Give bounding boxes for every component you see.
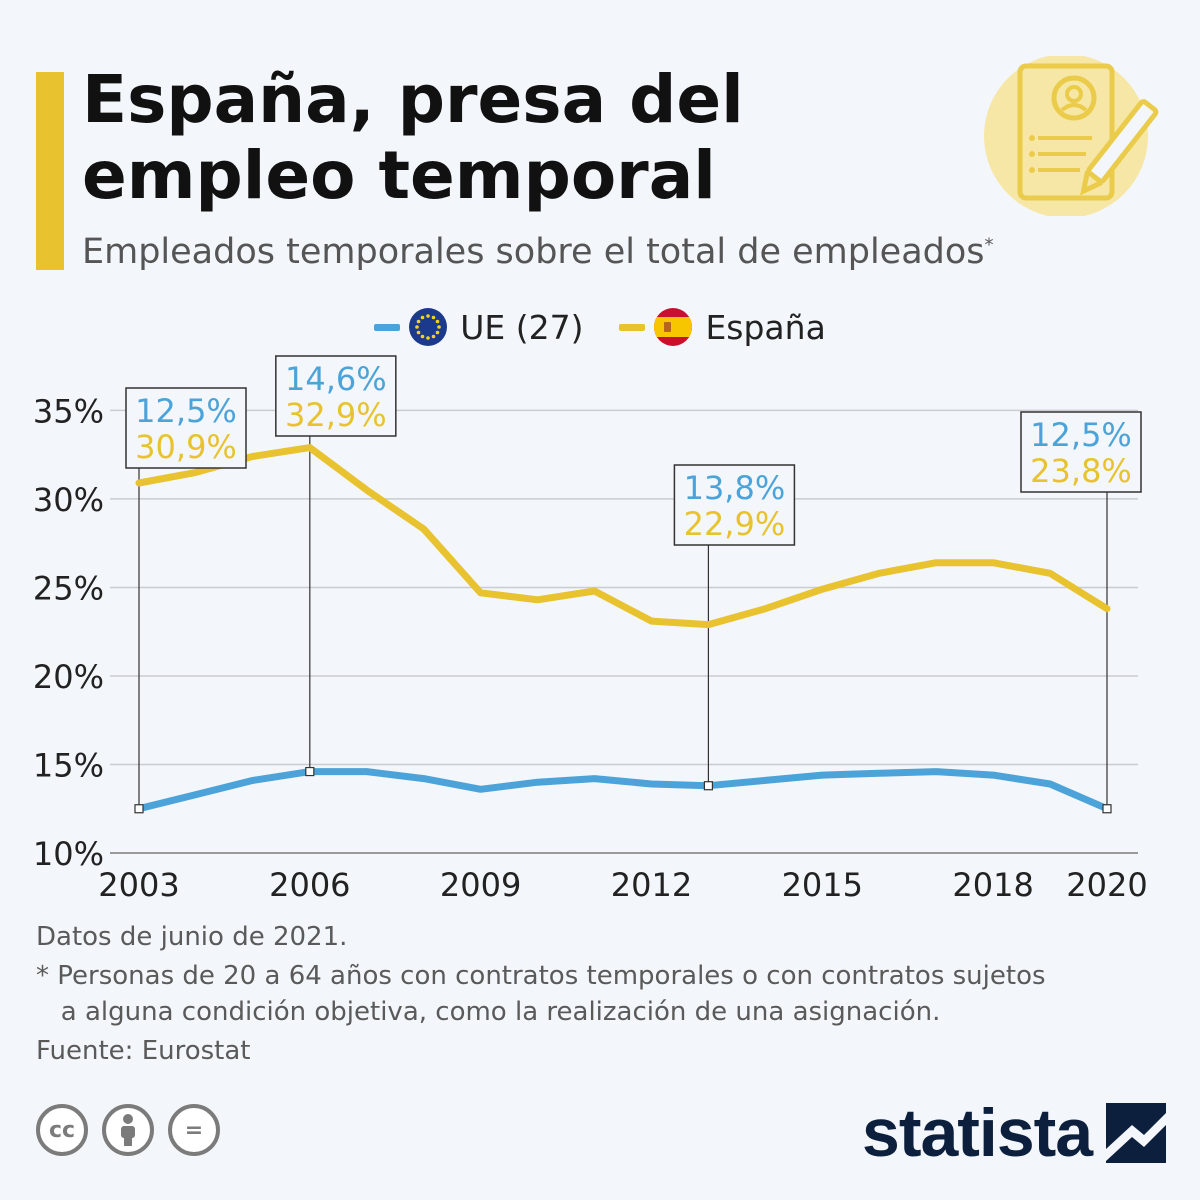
cc-icon[interactable]: cc [36, 1104, 88, 1156]
callout-box-2003 [125, 387, 247, 469]
y-axis-ticks: 10% 15% 20% 25% 30% 35% [33, 392, 104, 873]
footnote-definition: * Personas de 20 a 64 años con contratos… [36, 958, 1046, 1030]
y-tick-label: 15% [33, 746, 104, 784]
legend-item-ue: UE (27) [374, 307, 583, 347]
y-tick-label: 25% [33, 569, 104, 607]
statista-logo[interactable]: statista [862, 1094, 1167, 1172]
footnote-line-2: a alguna condición objetiva, como la rea… [36, 997, 941, 1027]
x-tick-label: 2012 [611, 866, 692, 904]
legend-label-spain: España [705, 307, 826, 347]
annotation-markers [134, 766, 1112, 814]
x-tick-label: 2015 [782, 866, 863, 904]
callout-spain-label: 32,9% [285, 396, 387, 434]
callout-ue-label: 12,5% [135, 392, 237, 430]
annotation-marker-2013 [703, 781, 714, 791]
source-note: Fuente: Eurostat [36, 1036, 251, 1066]
y-tick-label: 10% [33, 835, 104, 873]
attribution-icon[interactable] [102, 1104, 154, 1156]
x-tick-label: 2006 [269, 866, 350, 904]
subtitle-text: Empleados temporales sobre el total de e… [82, 232, 985, 272]
y-tick-label: 20% [33, 658, 104, 696]
legend-item-spain: España [619, 307, 826, 347]
footnote-date: Datos de junio de 2021. [36, 922, 348, 952]
legend-swatch-spain [619, 323, 646, 331]
callout-spain-label: 30,9% [135, 428, 237, 466]
x-tick-label: 2018 [952, 866, 1033, 904]
x-tick-label: 2020 [1066, 866, 1147, 904]
annotation-marker-2020 [1102, 804, 1112, 814]
legend-swatch-ue [374, 323, 401, 331]
callout-box-2020 [1020, 411, 1142, 493]
series-line-ue [135, 768, 1111, 813]
annotation-callouts: 12,5%30,9%14,6%32,9%13,8%22,9%12,5%23,8% [125, 355, 1142, 546]
series-line-spain [135, 444, 1111, 629]
brand-name: statista [862, 1095, 1093, 1171]
annotation-marker-2003 [134, 804, 144, 814]
no-derivatives-icon[interactable]: = [168, 1104, 220, 1156]
annotation-leaders [138, 436, 1108, 809]
eu-flag-icon [409, 308, 448, 346]
x-tick-label: 2003 [98, 866, 179, 904]
line-chart: 10%15%20%25%30%35% 2003 2006 2009 2012 2015 2… [33, 355, 1148, 904]
callout-ue-label: 13,8% [684, 469, 786, 507]
callout-box-2013 [673, 464, 796, 546]
license-icons: cc = [36, 1104, 220, 1156]
title-line-1: España, presa del [82, 61, 744, 138]
statista-mark-icon [1106, 1103, 1167, 1163]
callout-spain-label: 23,8% [1030, 452, 1132, 490]
series-lines [135, 444, 1111, 813]
y-tick-label: 30% [33, 481, 104, 519]
y-tick-label: 35% [33, 392, 104, 430]
callout-ue-label: 12,5% [1030, 416, 1132, 454]
legend-label-ue: UE (27) [460, 307, 584, 347]
chart-subtitle: Empleados temporales sobre el total de e… [82, 232, 994, 272]
accent-bar [36, 72, 64, 270]
title-line-2: empleo temporal [82, 137, 716, 214]
grid-lines [110, 409, 1138, 854]
subtitle-footnote-mark: * [984, 234, 994, 256]
chart-title: España, presa del empleo temporal [82, 62, 902, 214]
callout-spain-label: 22,9% [684, 505, 786, 543]
callout-box-2006 [275, 355, 397, 437]
x-axis-ticks: 2003 2006 2009 2012 2015 2018 2020 [98, 866, 1147, 904]
spain-flag-icon [654, 308, 693, 346]
contract-document-icon [984, 56, 1159, 216]
callout-ue-label: 14,6% [285, 360, 387, 398]
annotation-marker-2006 [305, 766, 315, 777]
legend: UE (27) España [0, 304, 1200, 350]
x-tick-label: 2009 [440, 866, 521, 904]
footnote-line-1: * Personas de 20 a 64 años con contratos… [36, 961, 1046, 991]
